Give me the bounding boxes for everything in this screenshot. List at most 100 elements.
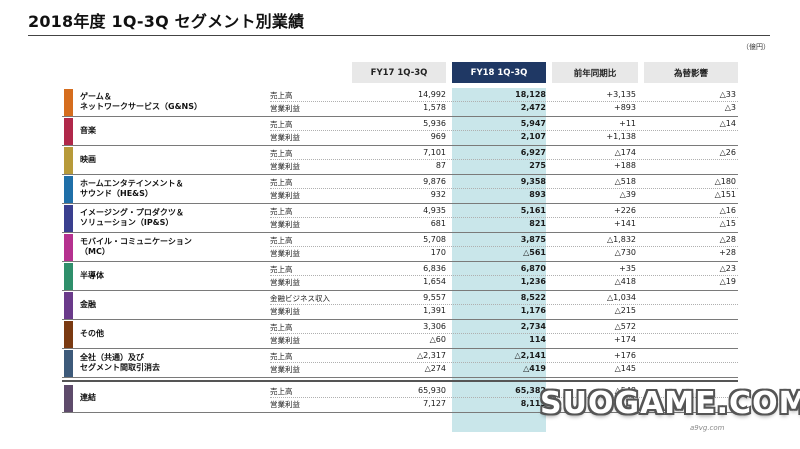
- row-divider: [270, 304, 738, 305]
- segment-name: 全社（共通）及び セグメント間取引消去: [80, 349, 260, 377]
- value-fy17: 5,708: [423, 235, 446, 244]
- table-row: 営業利益 7,127 8,115: [62, 398, 738, 412]
- value-fy18: 8,115: [520, 399, 546, 408]
- value-yoy: △730: [614, 248, 636, 257]
- row-label: 営業利益: [270, 336, 300, 345]
- value-fy17: 6,836: [423, 264, 446, 273]
- watermark-logo: SUOGAME.COM: [540, 386, 800, 421]
- segment-block: ゲーム＆ ネットワークサービス（G&NS） 売上高 14,992 18,128 +3,13…: [62, 88, 738, 117]
- segment-block: ホームエンタテインメント＆ サウンド（HE&S） 売上高 9,876 9,358 △518…: [62, 175, 738, 204]
- row-divider: [270, 101, 738, 102]
- segment-color-band: [64, 205, 73, 232]
- table-row: 営業利益 1,578 2,472 +893 △3: [62, 102, 738, 116]
- value-yoy: +1,138: [606, 132, 636, 141]
- value-fy17: 1,578: [423, 103, 446, 112]
- row-divider: [270, 159, 738, 160]
- segment-block: 全社（共通）及び セグメント間取引消去 売上高 △2,317 △2,141 +176 営業利…: [62, 349, 738, 378]
- table-row: 売上高 6,836 6,870 +35 △23: [62, 262, 738, 276]
- value-fy18: 5,161: [520, 206, 546, 215]
- value-fy18: 9,358: [520, 177, 546, 186]
- value-fy17: 1,391: [423, 306, 446, 315]
- value-fy17: 65,930: [418, 386, 446, 395]
- value-fy18: 893: [529, 190, 546, 199]
- table-row: 売上高 5,936 5,947 +11 △14: [62, 117, 738, 131]
- value-fy18: 5,947: [520, 119, 546, 128]
- value-fx: △33: [719, 90, 736, 99]
- segment-name: 連結: [80, 384, 260, 412]
- segment-name-line2: サウンド（HE&S）: [80, 189, 153, 198]
- column-header-fx: 為替影響: [644, 62, 738, 83]
- value-fy17: 1,654: [423, 277, 446, 286]
- segment-name-line1: ホームエンタテインメント＆: [80, 179, 184, 188]
- row-divider: [270, 246, 738, 247]
- segment-name-line1: 音楽: [80, 126, 96, 135]
- value-fx: △180: [714, 177, 736, 186]
- segment-color-band: [64, 292, 73, 319]
- value-fy18: 275: [529, 161, 546, 170]
- table-row: 営業利益 969 2,107 +1,138: [62, 131, 738, 145]
- row-label: 営業利益: [270, 191, 300, 200]
- segment-block: 半導体 売上高 6,836 6,870 +35 △23 営業利益 1,654 1,236 △418…: [62, 262, 738, 291]
- value-fx: △16: [719, 206, 736, 215]
- row-label: 営業利益: [270, 220, 300, 229]
- segment-color-band: [64, 385, 73, 412]
- value-fy18: 18,128: [515, 90, 546, 99]
- value-fx: △151: [714, 190, 736, 199]
- table-row: 営業利益 1,654 1,236 △418 △19: [62, 276, 738, 290]
- column-header-fy18: FY18 1Q-3Q: [452, 62, 546, 83]
- row-label: 売上高: [270, 323, 293, 332]
- segment-block: モバイル・コミュニケーション （MC） 売上高 5,708 3,875 △1,832 △28…: [62, 233, 738, 262]
- segment-name: 半導体: [80, 262, 260, 290]
- segment-block: 金融 金融ビジネス収入 9,557 8,522 △1,034 営業利益 1,391 1,176…: [62, 291, 738, 320]
- value-fx: △23: [719, 264, 736, 273]
- segment-color-band: [64, 89, 73, 116]
- value-fy17: 932: [430, 190, 446, 199]
- value-fy18: 2,734: [520, 322, 546, 331]
- table-row: 売上高 4,935 5,161 +226 △16: [62, 204, 738, 218]
- table-row: 営業利益 △274 △419 △145: [62, 363, 738, 377]
- row-label: 売上高: [270, 91, 293, 100]
- value-fy18: 3,875: [520, 235, 546, 244]
- segment-name-line1: ゲーム＆: [80, 92, 112, 101]
- segment-block: 連結 売上高 65,930 65,382 △548 営業利益 7,127 8,115: [62, 384, 738, 413]
- value-fy18: 1,236: [520, 277, 546, 286]
- segment-name-line2: ソリューション（IP&S）: [80, 218, 174, 227]
- value-yoy: △1,832: [606, 235, 636, 244]
- value-yoy: △518: [614, 177, 636, 186]
- segment-color-band: [64, 176, 73, 203]
- table-row: 売上高 3,306 2,734 △572: [62, 320, 738, 334]
- value-yoy: +226: [614, 206, 636, 215]
- row-label: 営業利益: [270, 162, 300, 171]
- value-fx: +28: [719, 248, 736, 257]
- segment-name: イメージング・プロダクツ＆ ソリューション（IP&S）: [80, 204, 260, 232]
- value-fy18: 114: [529, 335, 546, 344]
- segment-name: モバイル・コミュニケーション （MC）: [80, 233, 260, 261]
- row-label: 売上高: [270, 207, 293, 216]
- segment-name: 金融: [80, 291, 260, 319]
- page-title: 2018年度 1Q-3Q セグメント別業績: [28, 12, 305, 31]
- row-label: 営業利益: [270, 307, 300, 316]
- row-label: 営業利益: [270, 278, 300, 287]
- segment-name: ゲーム＆ ネットワークサービス（G&NS）: [80, 88, 260, 116]
- value-fy17: 5,936: [423, 119, 446, 128]
- segment-name-line1: モバイル・コミュニケーション: [80, 237, 192, 246]
- segment-name-line1: その他: [80, 329, 104, 338]
- segment-name: 映画: [80, 146, 260, 174]
- value-fy18: △419: [523, 364, 546, 373]
- table-row: 売上高 14,992 18,128 +3,135 △33: [62, 88, 738, 102]
- table-row: 営業利益 932 893 △39 △151: [62, 189, 738, 203]
- table-row: 売上高 5,708 3,875 △1,832 △28: [62, 233, 738, 247]
- row-divider: [270, 130, 738, 131]
- value-yoy: △145: [614, 364, 636, 373]
- value-fy18: △561: [523, 248, 546, 257]
- segment-name: 音楽: [80, 117, 260, 145]
- value-fy17: 681: [430, 219, 446, 228]
- value-fy17: 7,127: [423, 399, 446, 408]
- value-fy18: 6,927: [520, 148, 546, 157]
- watermark-sub: a9vg.com: [690, 424, 725, 432]
- value-fx: △3: [724, 103, 736, 112]
- table-row: 売上高 △2,317 △2,141 +176: [62, 349, 738, 363]
- row-divider: [270, 217, 738, 218]
- table-row: 営業利益 681 821 +141 △15: [62, 218, 738, 232]
- value-fy18: 821: [529, 219, 546, 228]
